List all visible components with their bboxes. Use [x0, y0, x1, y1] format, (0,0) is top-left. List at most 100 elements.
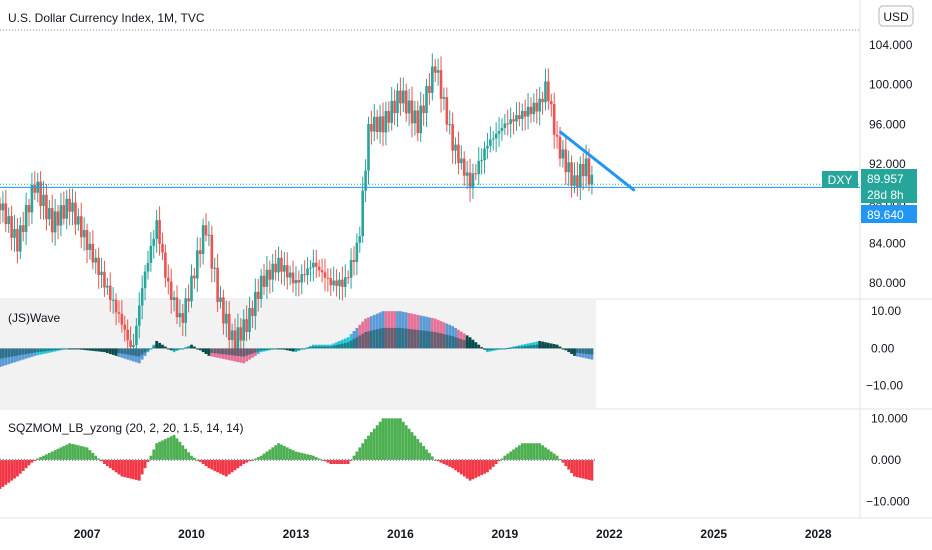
wave-signal-bar [161, 346, 164, 349]
candle-body [256, 291, 260, 299]
wave-signal-bar [567, 348, 571, 351]
momentum-bar [468, 459, 472, 481]
candle-body [341, 279, 344, 287]
wave-signal-bar [62, 348, 66, 350]
wave-signal-bar [50, 348, 54, 351]
wave-signal-bar [512, 347, 515, 349]
candle-body [396, 90, 399, 114]
candle-body [137, 305, 141, 326]
wave-signal-bar [265, 348, 269, 350]
line-price-label: 89.640 [867, 208, 904, 222]
candle-body [552, 104, 556, 135]
wave-signal-bar [120, 348, 124, 354]
wave-signal-bar [361, 333, 365, 349]
price-axis[interactable]: 104.000100.00096.00092.00088.00084.00080… [869, 38, 913, 290]
candle-body [280, 257, 283, 272]
momentum-tick-label: −10.000 [866, 494, 910, 508]
candle-body [454, 144, 457, 151]
momentum-bar [486, 459, 489, 473]
candle-body [428, 86, 431, 93]
candle-body [372, 116, 376, 132]
momentum-bar [454, 459, 457, 471]
wave-pane-title: (JS)Wave [8, 311, 61, 325]
candle-body [564, 149, 568, 173]
candle-body [222, 297, 225, 324]
candle-body [300, 274, 304, 283]
momentum-bar [523, 443, 527, 460]
candle-body [573, 175, 576, 186]
momentum-bar [355, 451, 359, 460]
wave-signal-bar [544, 345, 547, 349]
wave-signal-bar [288, 348, 292, 350]
wave-signal-bar [242, 348, 246, 357]
wave-signal-bar [410, 329, 414, 349]
wave-signal-bar [103, 348, 106, 351]
candle-body [367, 123, 370, 171]
momentum-bar [201, 459, 205, 464]
wave-signal-bar [76, 348, 80, 350]
candle-body [335, 280, 338, 287]
wave-signal-bar [497, 348, 501, 350]
candle-body [555, 134, 559, 137]
momentum-bar [442, 459, 446, 464]
candle-body [407, 100, 411, 114]
momentum-bar [477, 459, 481, 477]
wave-signal-bar [445, 334, 449, 349]
candle-body [123, 324, 127, 330]
candle-body [268, 269, 272, 280]
wave-signal-bar [140, 348, 144, 355]
momentum-bar [329, 459, 333, 464]
trendline[interactable] [559, 130, 636, 192]
momentum-bar [143, 459, 147, 469]
candle-body [364, 170, 367, 191]
momentum-bar [39, 457, 43, 460]
wave-signal-bar [184, 347, 188, 349]
wave-signal-bar [401, 328, 405, 349]
wave-signal-bar [546, 345, 550, 349]
candle-body [42, 194, 45, 207]
candle-body [0, 203, 2, 211]
wave-signal-bar [372, 329, 376, 349]
candle-body [451, 124, 454, 151]
wave-signal-bar [439, 333, 443, 349]
wave-signal-bar [36, 348, 40, 353]
wave-signal-bar [169, 348, 173, 350]
wave-signal-bar [462, 340, 466, 349]
wave-signal-bar [149, 348, 153, 350]
candle-body [297, 279, 301, 283]
momentum-bar [219, 459, 222, 474]
momentum-bar [161, 440, 164, 460]
candle-body [100, 271, 103, 276]
price-pane[interactable] [0, 0, 860, 298]
wave-signal-bar [178, 348, 182, 350]
currency-button[interactable]: USD [878, 5, 914, 27]
time-tick-label: 2022 [596, 527, 623, 541]
momentum-bar [552, 453, 556, 460]
momentum-bar [184, 448, 188, 460]
candle-body [361, 190, 364, 237]
time-axis[interactable]: 2007 2010 2013 2016 2019 2022 2025 2028 [74, 527, 832, 541]
wave-signal-bar [274, 348, 278, 350]
momentum-axis[interactable]: 10.000 0.000 −10.000 [866, 411, 910, 508]
momentum-bar [558, 459, 562, 461]
wave-axis[interactable]: 10.00 0.00 −10.00 [866, 304, 903, 392]
candle-body [233, 330, 237, 350]
wave-signal-bar [375, 329, 379, 349]
candle-body [259, 275, 263, 299]
wave-signal-bar [94, 348, 98, 350]
wave-signal-bar [451, 336, 455, 349]
wave-signal-bar [343, 342, 347, 349]
wave-signal-bar [465, 341, 469, 349]
candle-body [68, 198, 71, 212]
momentum-bar [561, 459, 565, 463]
candle-body [285, 265, 289, 278]
momentum-bar [16, 459, 19, 477]
momentum-bar [544, 447, 547, 460]
wave-signal-bar [500, 348, 504, 350]
momentum-bar [555, 455, 559, 460]
momentum-bar [62, 446, 66, 460]
candle-body [503, 123, 507, 128]
wave-signal-bar [486, 348, 489, 351]
momentum-bar [451, 459, 455, 469]
